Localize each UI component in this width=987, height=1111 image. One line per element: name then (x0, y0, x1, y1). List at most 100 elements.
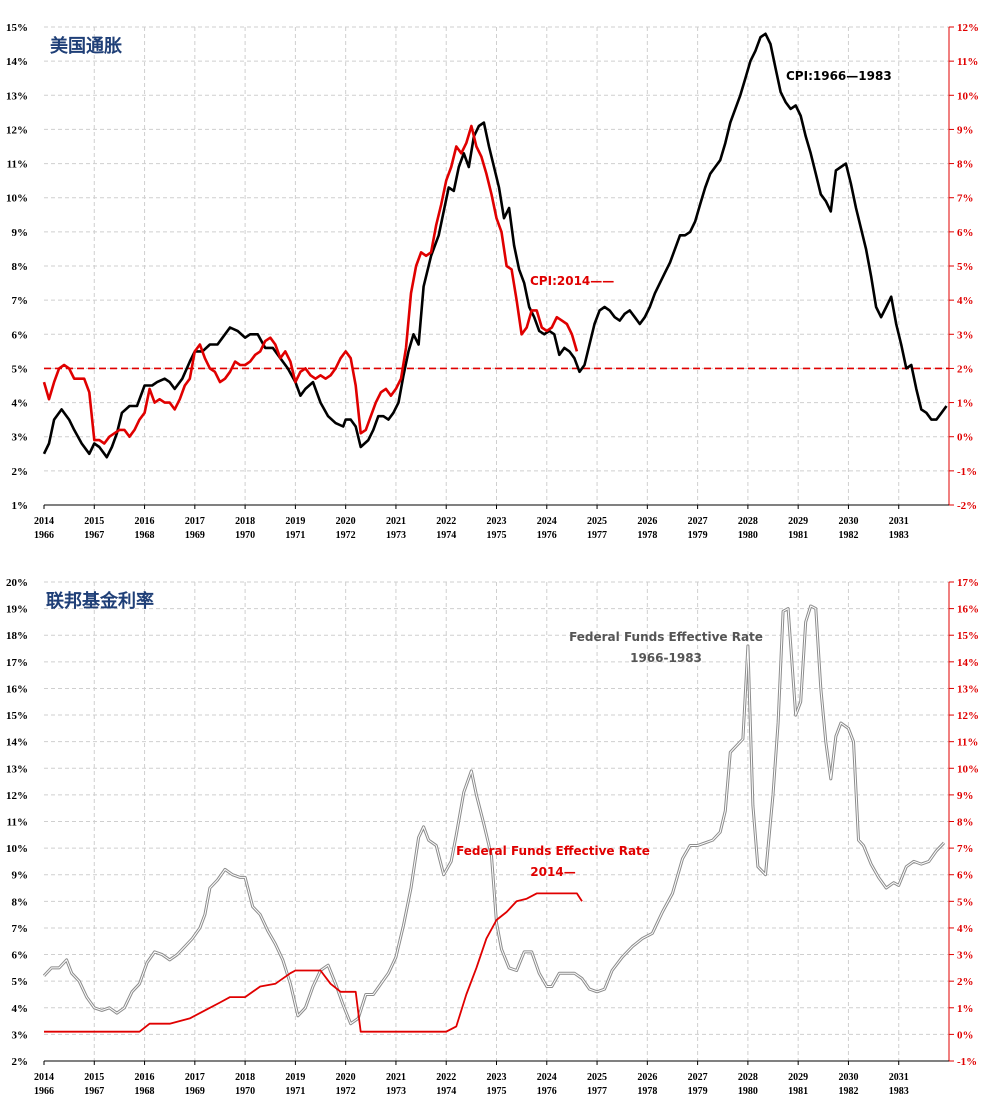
x-tick-label-top: 2031 (889, 516, 909, 527)
y-right-tick-label: 15% (957, 630, 979, 642)
x-tick-label-top: 2018 (235, 1072, 255, 1083)
y-left-tick-label: 3% (12, 1029, 29, 1041)
series-line-1-0 (43, 605, 945, 1025)
x-tick-label-bottom: 1980 (738, 530, 758, 541)
y-right-tick-label: 3% (957, 329, 974, 341)
series-line-outline-1-0 (42, 604, 946, 1026)
y-left-tick-label: 15% (6, 710, 28, 722)
x-tick-label-bottom: 1978 (637, 530, 657, 541)
x-tick-label-top: 2024 (537, 516, 557, 527)
y-right-tick-label: 5% (957, 896, 974, 908)
y-left-tick-label: 8% (12, 896, 29, 908)
y-right-tick-label: 6% (957, 227, 974, 239)
x-tick-label-top: 2022 (436, 516, 456, 527)
x-tick-label-top: 2015 (84, 516, 104, 527)
y-left-tick-label: 6% (12, 950, 29, 962)
y-left-tick-label: 9% (12, 870, 29, 882)
y-right-tick-label: 17% (957, 577, 979, 589)
y-left-tick-label: 9% (12, 227, 29, 239)
x-tick-label-top: 2028 (738, 1072, 758, 1083)
fed-rate-1966-annotation-years: 1966-1983 (630, 651, 702, 665)
x-tick-label-bottom: 1972 (336, 1086, 356, 1097)
x-tick-label-top: 2029 (788, 1072, 808, 1083)
y-right-tick-label: 12% (957, 22, 979, 34)
series-line-0-1 (42, 124, 579, 445)
x-tick-label-bottom: 1974 (436, 530, 456, 541)
y-left-tick-label: 8% (12, 261, 29, 273)
y-right-tick-label: 7% (957, 843, 974, 855)
x-tick-label-top: 2017 (185, 516, 205, 527)
x-tick-label-bottom: 1969 (185, 1086, 205, 1097)
x-tick-label-bottom: 1971 (285, 530, 305, 541)
x-tick-label-top: 2025 (587, 1072, 607, 1083)
y-right-tick-label: 7% (957, 193, 974, 205)
y-left-tick-label: 11% (7, 159, 28, 171)
x-tick-label-bottom: 1978 (637, 1086, 657, 1097)
y-right-tick-label: 6% (957, 870, 974, 882)
x-tick-label-top: 2015 (84, 1072, 104, 1083)
x-tick-label-top: 2014 (34, 1072, 54, 1083)
y-right-tick-label: 2% (957, 363, 974, 375)
y-right-tick-label: 14% (957, 657, 979, 669)
y-right-tick-label: 2% (957, 976, 974, 988)
x-tick-label-top: 2022 (436, 1072, 456, 1083)
x-tick-label-bottom: 1981 (788, 530, 808, 541)
y-left-tick-label: 19% (6, 604, 28, 616)
y-right-tick-label: 5% (957, 261, 974, 273)
x-tick-label-bottom: 1970 (235, 530, 255, 541)
x-tick-label-top: 2030 (838, 1072, 858, 1083)
x-tick-label-bottom: 1966 (34, 530, 54, 541)
y-left-tick-label: 12% (6, 124, 28, 136)
x-tick-label-bottom: 1973 (386, 530, 406, 541)
y-left-tick-label: 15% (6, 22, 28, 34)
x-tick-label-bottom: 1968 (135, 1086, 155, 1097)
x-tick-label-top: 2020 (336, 516, 356, 527)
y-left-tick-label: 7% (12, 923, 29, 935)
y-right-tick-label: 0% (957, 1029, 974, 1041)
y-right-tick-label: 16% (957, 604, 979, 616)
fed-rate-2014-annotation-years: 2014— (530, 865, 575, 879)
y-right-tick-label: 10% (957, 90, 979, 102)
y-right-tick-label: 3% (957, 950, 974, 962)
x-tick-label-top: 2027 (688, 516, 708, 527)
y-right-tick-label: 1% (957, 398, 974, 410)
y-right-tick-label: 8% (957, 159, 974, 171)
x-tick-label-top: 2017 (185, 1072, 205, 1083)
inflation-panel: 1% 2% 3% 4% 5% 6% 7% 8% 9% 10% 11% 12% 13% 14% 15% -2%… (6, 22, 979, 541)
y-left-tick-label: 14% (6, 737, 28, 749)
x-tick-label-top: 2025 (587, 516, 607, 527)
x-tick-label-bottom: 1983 (889, 1086, 909, 1097)
x-tick-label-bottom: 1975 (487, 530, 507, 541)
y-left-tick-label: 5% (12, 976, 29, 988)
x-tick-label-top: 2023 (487, 1072, 507, 1083)
x-tick-label-top: 2028 (738, 516, 758, 527)
fed-rate-1966-annotation: Federal Funds Effective Rate (569, 630, 763, 644)
x-tick-label-top: 2026 (637, 1072, 657, 1083)
y-left-tick-label: 4% (12, 398, 29, 410)
x-tick-label-bottom: 1979 (688, 1086, 708, 1097)
y-left-tick-label: 10% (6, 843, 28, 855)
x-tick-label-bottom: 1977 (587, 1086, 607, 1097)
y-right-tick-label: 9% (957, 124, 974, 136)
x-tick-label-top: 2014 (34, 516, 54, 527)
x-tick-label-bottom: 1968 (135, 530, 155, 541)
fed-funds-chart-title: 联邦基金利率 (46, 590, 154, 612)
x-tick-label-bottom: 1973 (386, 1086, 406, 1097)
x-tick-label-top: 2029 (788, 516, 808, 527)
x-tick-label-bottom: 1976 (537, 530, 557, 541)
y-left-tick-label: 16% (6, 683, 28, 695)
y-right-tick-label: 8% (957, 817, 974, 829)
x-tick-label-top: 2021 (386, 1072, 406, 1083)
y-right-tick-label: 4% (957, 295, 974, 307)
cpi-2014-annotation: CPI:2014—— (530, 274, 614, 288)
x-tick-label-bottom: 1967 (84, 1086, 104, 1097)
x-tick-label-bottom: 1982 (838, 1086, 858, 1097)
y-right-tick-label: 1% (957, 1003, 974, 1015)
y-right-tick-label: -1% (957, 466, 977, 478)
x-tick-label-top: 2030 (838, 516, 858, 527)
y-right-tick-label: -1% (957, 1056, 977, 1068)
x-tick-label-bottom: 1977 (587, 530, 607, 541)
x-tick-label-bottom: 1980 (738, 1086, 758, 1097)
y-right-tick-label: 0% (957, 432, 974, 444)
y-right-tick-label: 10% (957, 763, 979, 775)
